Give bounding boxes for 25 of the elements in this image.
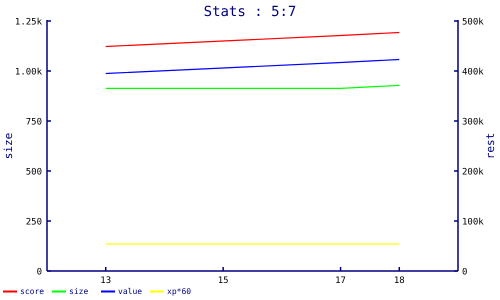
legend-label: xp*60 bbox=[167, 287, 192, 296]
y2-tick-label: 400k bbox=[462, 68, 484, 78]
line-series bbox=[105, 32, 400, 48]
y-tick-label: 1.25k bbox=[14, 18, 43, 28]
chart-title: Stats : 5:7 bbox=[204, 4, 296, 20]
legend-label: size bbox=[69, 287, 88, 296]
y2-tick-label: 500k bbox=[462, 18, 484, 28]
x-tick-label: 13 bbox=[100, 276, 112, 286]
y2-axis-title: rest bbox=[484, 132, 497, 160]
line-series bbox=[105, 58, 400, 74]
legend-label: value bbox=[118, 287, 142, 296]
y-tick-label: 1.00k bbox=[14, 68, 43, 78]
y2-tick-label: 100k bbox=[462, 218, 484, 228]
x-tick-label: 15 bbox=[218, 276, 229, 286]
y-tick-label: 500 bbox=[26, 168, 42, 178]
y-tick-label: 250 bbox=[26, 218, 42, 228]
legend-label: score bbox=[20, 287, 44, 296]
y2-tick-label: 200k bbox=[462, 168, 484, 178]
y-tick-label: 0 bbox=[36, 268, 42, 278]
x-tick-label: 18 bbox=[394, 276, 405, 286]
x-tick-label: 17 bbox=[335, 276, 346, 286]
y-tick-label: 750 bbox=[26, 118, 42, 128]
y-axis-title: size bbox=[2, 132, 15, 160]
y2-tick-label: 0 bbox=[462, 268, 468, 278]
y2-tick-label: 300k bbox=[462, 118, 484, 128]
